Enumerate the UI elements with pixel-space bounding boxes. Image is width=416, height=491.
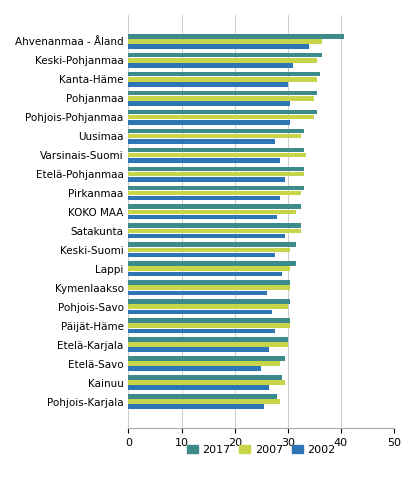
Bar	[129, 243, 296, 247]
Bar	[129, 172, 304, 176]
Bar	[129, 158, 280, 163]
Bar	[129, 342, 288, 347]
Bar	[129, 328, 275, 333]
Bar	[129, 348, 269, 352]
Bar	[129, 134, 301, 138]
Bar	[129, 405, 264, 409]
Bar	[129, 139, 275, 143]
Bar	[129, 247, 290, 252]
Bar	[129, 381, 285, 385]
Bar	[129, 39, 322, 44]
Bar	[129, 177, 285, 182]
Bar	[129, 280, 290, 285]
Bar	[129, 166, 304, 171]
Bar	[129, 34, 344, 38]
Bar	[129, 272, 282, 276]
Bar	[129, 101, 290, 106]
Bar	[129, 366, 261, 371]
Bar	[129, 129, 304, 134]
Bar	[129, 394, 277, 399]
Bar	[129, 96, 314, 101]
Bar	[129, 153, 306, 158]
Bar	[129, 385, 269, 390]
Bar	[129, 58, 317, 62]
Bar	[129, 115, 314, 119]
Bar	[129, 204, 301, 209]
Bar	[129, 72, 319, 77]
Bar	[129, 109, 317, 114]
Bar	[129, 361, 280, 366]
Bar	[129, 291, 267, 295]
Bar	[129, 261, 296, 266]
Bar	[129, 82, 288, 87]
Bar	[129, 399, 280, 404]
Bar	[129, 234, 285, 239]
Legend: 2017, 2007, 2002: 2017, 2007, 2002	[182, 440, 340, 460]
Bar	[129, 44, 309, 49]
Bar	[129, 304, 288, 309]
Bar	[129, 120, 290, 125]
Bar	[129, 318, 290, 323]
Bar	[129, 223, 301, 228]
Bar	[129, 191, 301, 195]
Bar	[129, 91, 317, 95]
Bar	[129, 253, 275, 257]
Bar	[129, 309, 272, 314]
Bar	[129, 228, 301, 233]
Bar	[129, 375, 282, 380]
Bar	[129, 53, 322, 57]
Bar	[129, 210, 296, 215]
Bar	[129, 337, 288, 342]
Bar	[129, 63, 293, 68]
Bar	[129, 285, 290, 290]
Bar	[129, 215, 277, 219]
Bar	[129, 186, 304, 190]
Bar	[129, 300, 290, 304]
Bar	[129, 324, 290, 328]
Bar	[129, 356, 285, 361]
Bar	[129, 77, 317, 82]
Bar	[129, 196, 280, 200]
Bar	[129, 267, 290, 271]
Bar	[129, 148, 304, 152]
